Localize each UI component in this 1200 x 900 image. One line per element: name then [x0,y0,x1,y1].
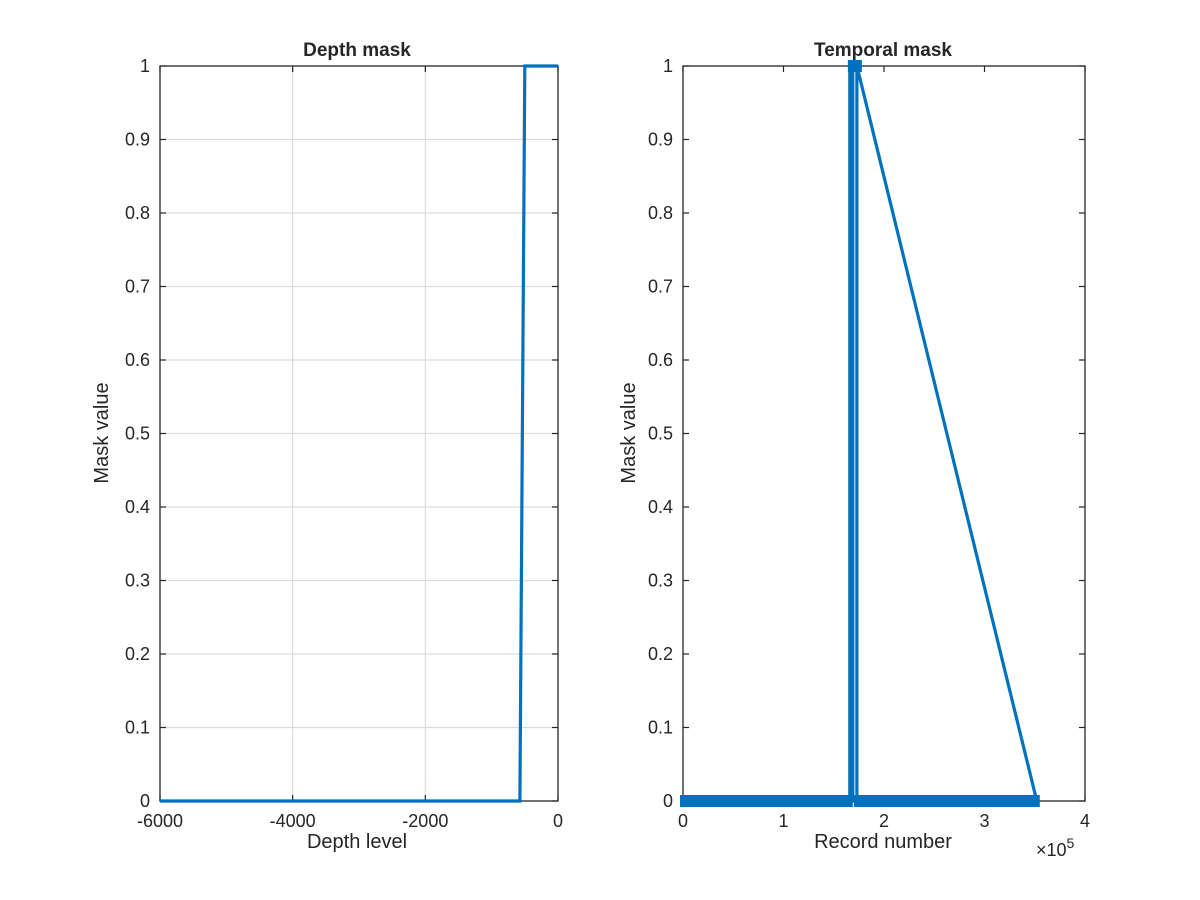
y-tick-label: 0.4 [125,497,150,517]
x-axis-exponent: ×105 [1036,835,1075,860]
y-tick-label: 0.7 [125,277,150,297]
y-tick-label: 0.5 [648,424,673,444]
y-tick-label: 1 [140,56,150,76]
x-axis-label: Depth level [307,831,407,853]
y-tick-label: 0.5 [125,424,150,444]
y-tick-label: 0 [663,791,673,811]
y-tick-label: 0 [140,791,150,811]
y-axis-label: Mask value [91,382,113,483]
x-tick-label: -4000 [270,811,316,831]
temporal-mask-axes: Temporal mask Record number Mask value ×… [618,40,1090,860]
y-tick-label: 0.1 [648,718,673,738]
x-tick-label: 2 [879,811,889,831]
chart-title: Temporal mask [814,40,952,61]
y-tick-label: 0.8 [125,203,150,223]
y-tick-label: 0.2 [648,644,673,664]
y-tick-label: 0.3 [648,571,673,591]
y-tick-label: 0.6 [648,350,673,370]
y-tick-label: 0.9 [125,130,150,150]
y-tick-label: 0.1 [125,718,150,738]
x-axis-label: Record number [814,831,952,853]
y-tick-label: 0.9 [648,130,673,150]
y-tick-label: 0.7 [648,277,673,297]
x-tick-label: 3 [979,811,989,831]
x-tick-label: 1 [778,811,788,831]
y-axis-label: Mask value [618,382,640,483]
y-tick-label: 1 [663,56,673,76]
y-tick-label: 0.3 [125,571,150,591]
y-tick-label: 0.4 [648,497,673,517]
series-line [160,64,558,803]
y-tick-label: 0.2 [125,644,150,664]
y-tick-label: 0.6 [125,350,150,370]
x-tick-label: -6000 [137,811,183,831]
y-tick-label: 0.8 [648,203,673,223]
depth-mask-axes: Depth mask Depth level Mask value -6000 -… [91,40,563,853]
x-tick-label: 0 [553,811,563,831]
x-tick-label: -2000 [402,811,448,831]
marker-band [853,795,1040,807]
x-tick-label: 0 [678,811,688,831]
x-tick-label: 4 [1080,811,1090,831]
series-line [683,64,1039,803]
chart-title: Depth mask [303,40,411,61]
